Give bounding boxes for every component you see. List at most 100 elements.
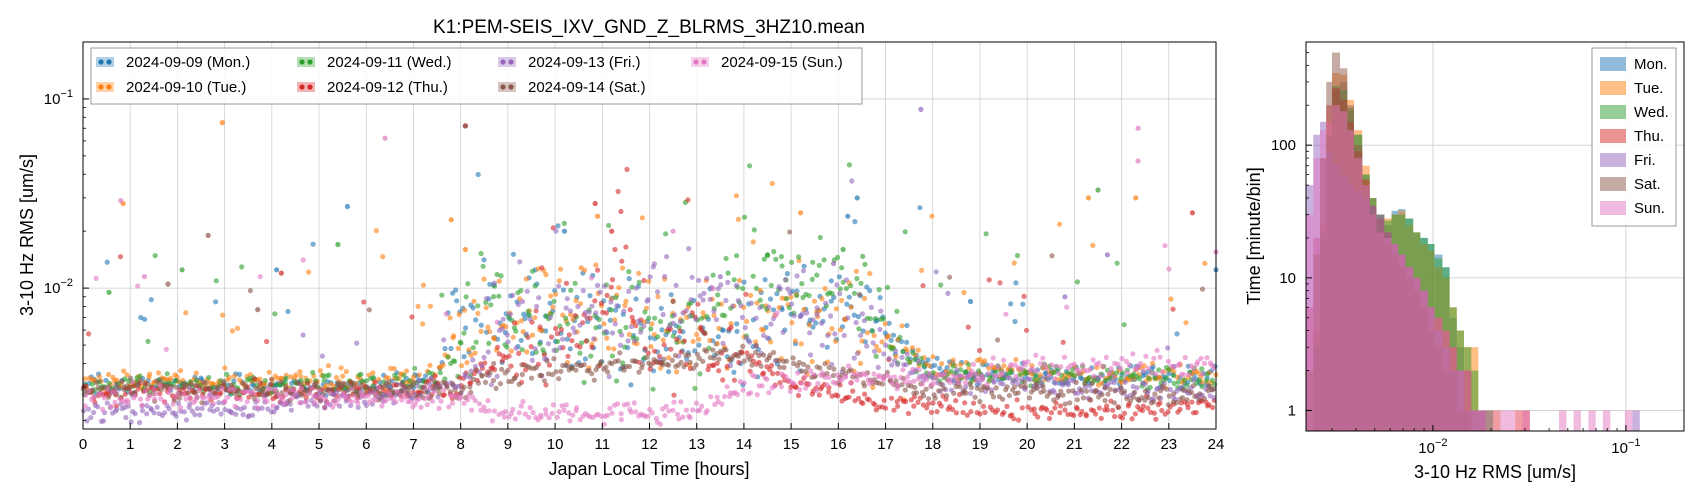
scatter-point <box>194 406 201 412</box>
scatter-point <box>1019 365 1025 372</box>
scatter-point <box>458 394 464 400</box>
scatter-point <box>101 395 107 401</box>
scatter-point <box>1017 372 1023 378</box>
scatter-point <box>1051 397 1057 403</box>
scatter-point <box>789 320 795 326</box>
scatter-point <box>734 253 740 259</box>
scatter-point <box>94 379 100 386</box>
scatter-point <box>95 384 101 391</box>
scatter-point <box>984 381 990 387</box>
scatter-point <box>145 338 151 344</box>
scatter-point <box>438 398 444 404</box>
scatter-point <box>1196 397 1202 403</box>
scatter-point <box>872 402 878 408</box>
histogram-legend-item: Thu. <box>1600 128 1664 145</box>
scatter-legend-label: 2024-09-11 (Wed.) <box>327 54 452 71</box>
scatter-point <box>532 346 538 352</box>
scatter-point <box>676 416 682 422</box>
scatter-point <box>661 356 667 362</box>
scatter-point <box>678 359 684 365</box>
scatter-point <box>462 246 468 253</box>
legend-swatch <box>498 82 516 92</box>
scatter-point <box>747 339 753 345</box>
scatter-point <box>1079 408 1085 415</box>
scatter-point <box>720 377 726 383</box>
scatter-point <box>1009 412 1015 418</box>
scatter-point <box>1093 411 1099 417</box>
scatter-point <box>470 357 476 363</box>
scatter-point <box>309 386 315 392</box>
scatter-point <box>628 382 634 388</box>
scatter-point <box>646 278 652 284</box>
scatter-point <box>832 331 838 337</box>
scatter-point <box>1103 377 1109 384</box>
scatter-point <box>1045 377 1051 383</box>
scatter-point <box>870 340 876 346</box>
scatter-point <box>921 363 927 369</box>
scatter-point <box>907 379 913 385</box>
scatter-point <box>595 267 601 273</box>
scatter-point <box>270 403 276 409</box>
scatter-point <box>886 355 892 361</box>
scatter-point <box>624 166 630 172</box>
scatter-x-ticks: 0 1 2 3 4 5 6 7 8 9 10 11 12 13 14 15 16 17 18 19 20 21 22 23 24 <box>79 423 1224 453</box>
scatter-point <box>465 281 471 287</box>
scatter-point <box>238 396 244 402</box>
scatter-point <box>1074 406 1080 412</box>
scatter-point <box>988 362 994 368</box>
scatter-point <box>310 241 316 247</box>
scatter-point <box>523 276 529 282</box>
scatter-point <box>743 335 750 341</box>
scatter-point <box>1052 376 1058 382</box>
scatter-point <box>91 394 97 400</box>
scatter-point <box>408 399 414 405</box>
scatter-point <box>766 390 772 396</box>
scatter-point <box>564 296 570 302</box>
scatter-point <box>852 219 858 225</box>
scatter-point <box>617 342 624 348</box>
scatter-point <box>777 380 783 386</box>
scatter-point <box>296 380 302 386</box>
scatter-point <box>543 411 549 417</box>
scatter-point <box>651 261 658 267</box>
scatter-point <box>977 411 983 417</box>
scatter-point <box>456 311 462 317</box>
scatter-point <box>856 326 862 332</box>
scatter-point <box>693 362 699 368</box>
scatter-point <box>583 338 589 344</box>
scatter-point <box>491 408 497 414</box>
scatter-point <box>559 403 565 409</box>
scatter-point <box>1096 405 1102 411</box>
scatter-point <box>625 338 631 344</box>
scatter-point <box>902 378 908 385</box>
scatter-point <box>595 282 601 288</box>
scatter-point <box>794 273 800 279</box>
scatter-point <box>551 298 557 304</box>
scatter-x-tick-label: 5 <box>315 436 323 453</box>
histogram-bar <box>1493 410 1501 431</box>
scatter-x-tick-label: 4 <box>268 436 276 453</box>
scatter-point <box>234 325 241 331</box>
scatter-point <box>1181 377 1187 383</box>
scatter-point <box>372 379 378 385</box>
scatter-point <box>86 331 92 337</box>
scatter-point <box>1129 416 1135 422</box>
scatter-point <box>494 344 501 350</box>
scatter-point <box>335 241 341 248</box>
scatter-point <box>1207 393 1213 399</box>
scatter-point <box>394 382 400 388</box>
scatter-point <box>1156 395 1162 401</box>
histogram-bar <box>1313 158 1320 431</box>
scatter-point <box>860 328 866 334</box>
scatter-point <box>941 386 947 392</box>
scatter-point <box>147 371 153 377</box>
scatter-point <box>1061 354 1068 360</box>
scatter-point <box>491 360 497 367</box>
scatter-point <box>834 282 840 288</box>
scatter-point <box>835 393 841 399</box>
scatter-point <box>499 358 505 364</box>
scatter-point <box>592 200 598 207</box>
scatter-point <box>700 310 706 316</box>
scatter-point <box>488 302 494 308</box>
scatter-point <box>873 353 879 359</box>
